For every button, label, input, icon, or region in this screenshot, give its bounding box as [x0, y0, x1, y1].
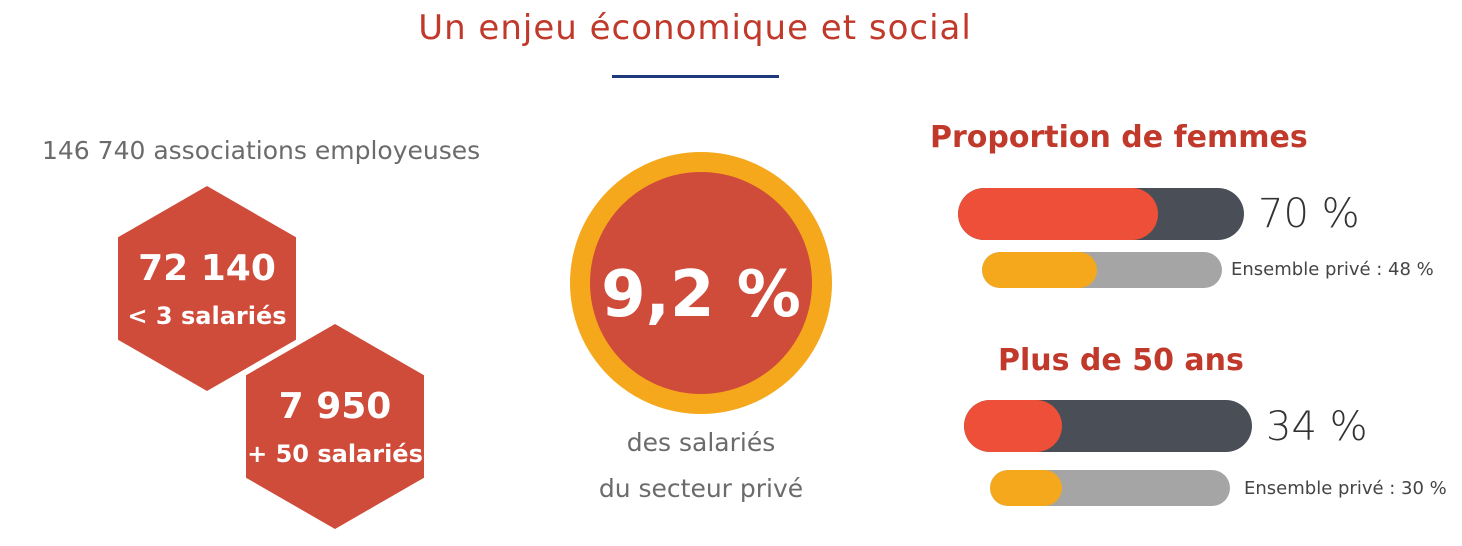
title-underline	[612, 75, 779, 78]
share-caption-line-2: du secteur privé	[598, 474, 804, 503]
over50-percent: 34 %	[1266, 404, 1368, 450]
women-reference-bar	[982, 252, 1222, 288]
women-percent: 70 %	[1258, 191, 1360, 237]
hexagon-label: + 50 salariés	[247, 440, 423, 468]
page-title: Un enjeu économique et social	[418, 8, 972, 48]
hexagon-count: 72 140	[138, 248, 276, 289]
women-section-title: Proportion de femmes	[930, 120, 1308, 155]
over50-reference-bar	[990, 470, 1230, 506]
share-disc: 9,2 %	[590, 172, 812, 394]
over50-reference-bar-fill	[990, 470, 1062, 506]
women-reference-label: Ensemble privé : 48 %	[1231, 259, 1434, 280]
share-value: 9,2 %	[601, 258, 801, 332]
women-reference-bar-fill	[982, 252, 1098, 288]
hexagon-large-associations: 7 950 + 50 salariés	[246, 324, 424, 529]
women-bar	[958, 188, 1244, 240]
women-bar-fill	[958, 188, 1159, 240]
over50-bar-fill	[964, 400, 1062, 452]
over50-reference-label: Ensemble privé : 30 %	[1244, 478, 1447, 499]
hexagon-label: < 3 salariés	[127, 302, 287, 330]
over50-section-title: Plus de 50 ans	[998, 343, 1244, 378]
share-ring: 9,2 %	[570, 152, 832, 414]
over50-bar	[964, 400, 1252, 452]
hexagon-count: 7 950	[278, 386, 392, 427]
hexagon-small-associations: 72 140 < 3 salariés	[118, 186, 296, 391]
share-caption-line-1: des salariés	[626, 428, 776, 457]
associations-total: 146 740 associations employeuses	[42, 136, 481, 165]
